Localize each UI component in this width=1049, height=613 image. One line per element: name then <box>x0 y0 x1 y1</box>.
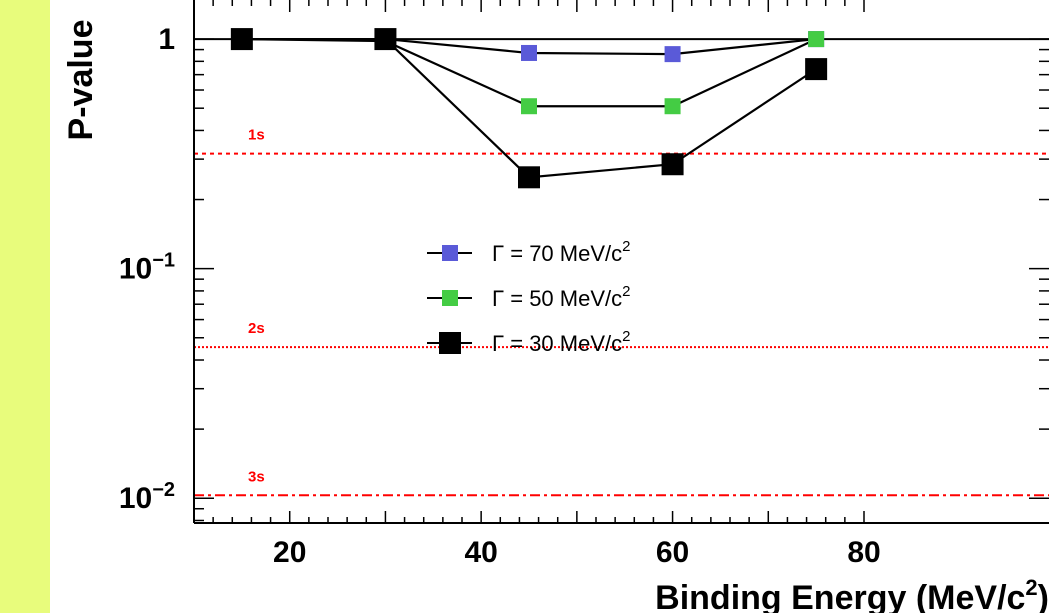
x-axis-title-sup: 2 <box>1025 575 1037 600</box>
data-point <box>521 44 537 61</box>
x-axis-title-main: Binding Energy (MeV/c <box>655 579 1025 613</box>
x-axis-title: Binding Energy (MeV/c2) <box>655 575 1049 613</box>
axis-ticks <box>194 0 1049 523</box>
legend-marker <box>439 332 461 354</box>
data-point <box>805 58 828 81</box>
sigma-label-2s: 2s <box>248 320 265 337</box>
y-tick-label: 10−1 <box>119 250 175 286</box>
tick-labels: 20 40 60 80 1 10−1 10−2 <box>119 23 881 569</box>
data-point <box>230 28 253 51</box>
y-tick-label: 1 <box>158 23 175 56</box>
sigma-label-1s: 1s <box>248 127 265 144</box>
x-tick-label: 60 <box>656 536 689 569</box>
data-point <box>374 28 397 51</box>
data-point <box>664 46 681 63</box>
data-point <box>518 166 540 189</box>
data-point <box>808 31 825 48</box>
legend-label: Γ = 50 MeV/c2 <box>492 283 630 311</box>
legend-label: Γ = 70 MeV/c2 <box>492 238 630 266</box>
data-point <box>521 98 537 115</box>
sigma-label-3s: 3s <box>248 468 265 485</box>
series-group <box>230 28 828 189</box>
x-tick-label: 40 <box>464 536 497 569</box>
x-tick-label: 20 <box>273 536 306 569</box>
legend: Γ = 70 MeV/c2 Γ = 50 MeV/c2 Γ = 30 MeV/c2 <box>427 238 630 356</box>
data-point <box>664 98 681 115</box>
left-color-strip <box>0 0 50 613</box>
legend-marker <box>442 290 458 306</box>
y-axis-title: P-value <box>62 20 100 141</box>
x-tick-label: 80 <box>847 536 880 569</box>
data-point <box>661 153 684 176</box>
x-axis-title-tail: ) <box>1038 579 1049 613</box>
reference-lines: 1s 2s 3s <box>194 127 1049 497</box>
legend-marker <box>442 245 458 261</box>
legend-label: Γ = 30 MeV/c2 <box>492 328 630 356</box>
y-tick-label: 10−2 <box>119 479 175 515</box>
